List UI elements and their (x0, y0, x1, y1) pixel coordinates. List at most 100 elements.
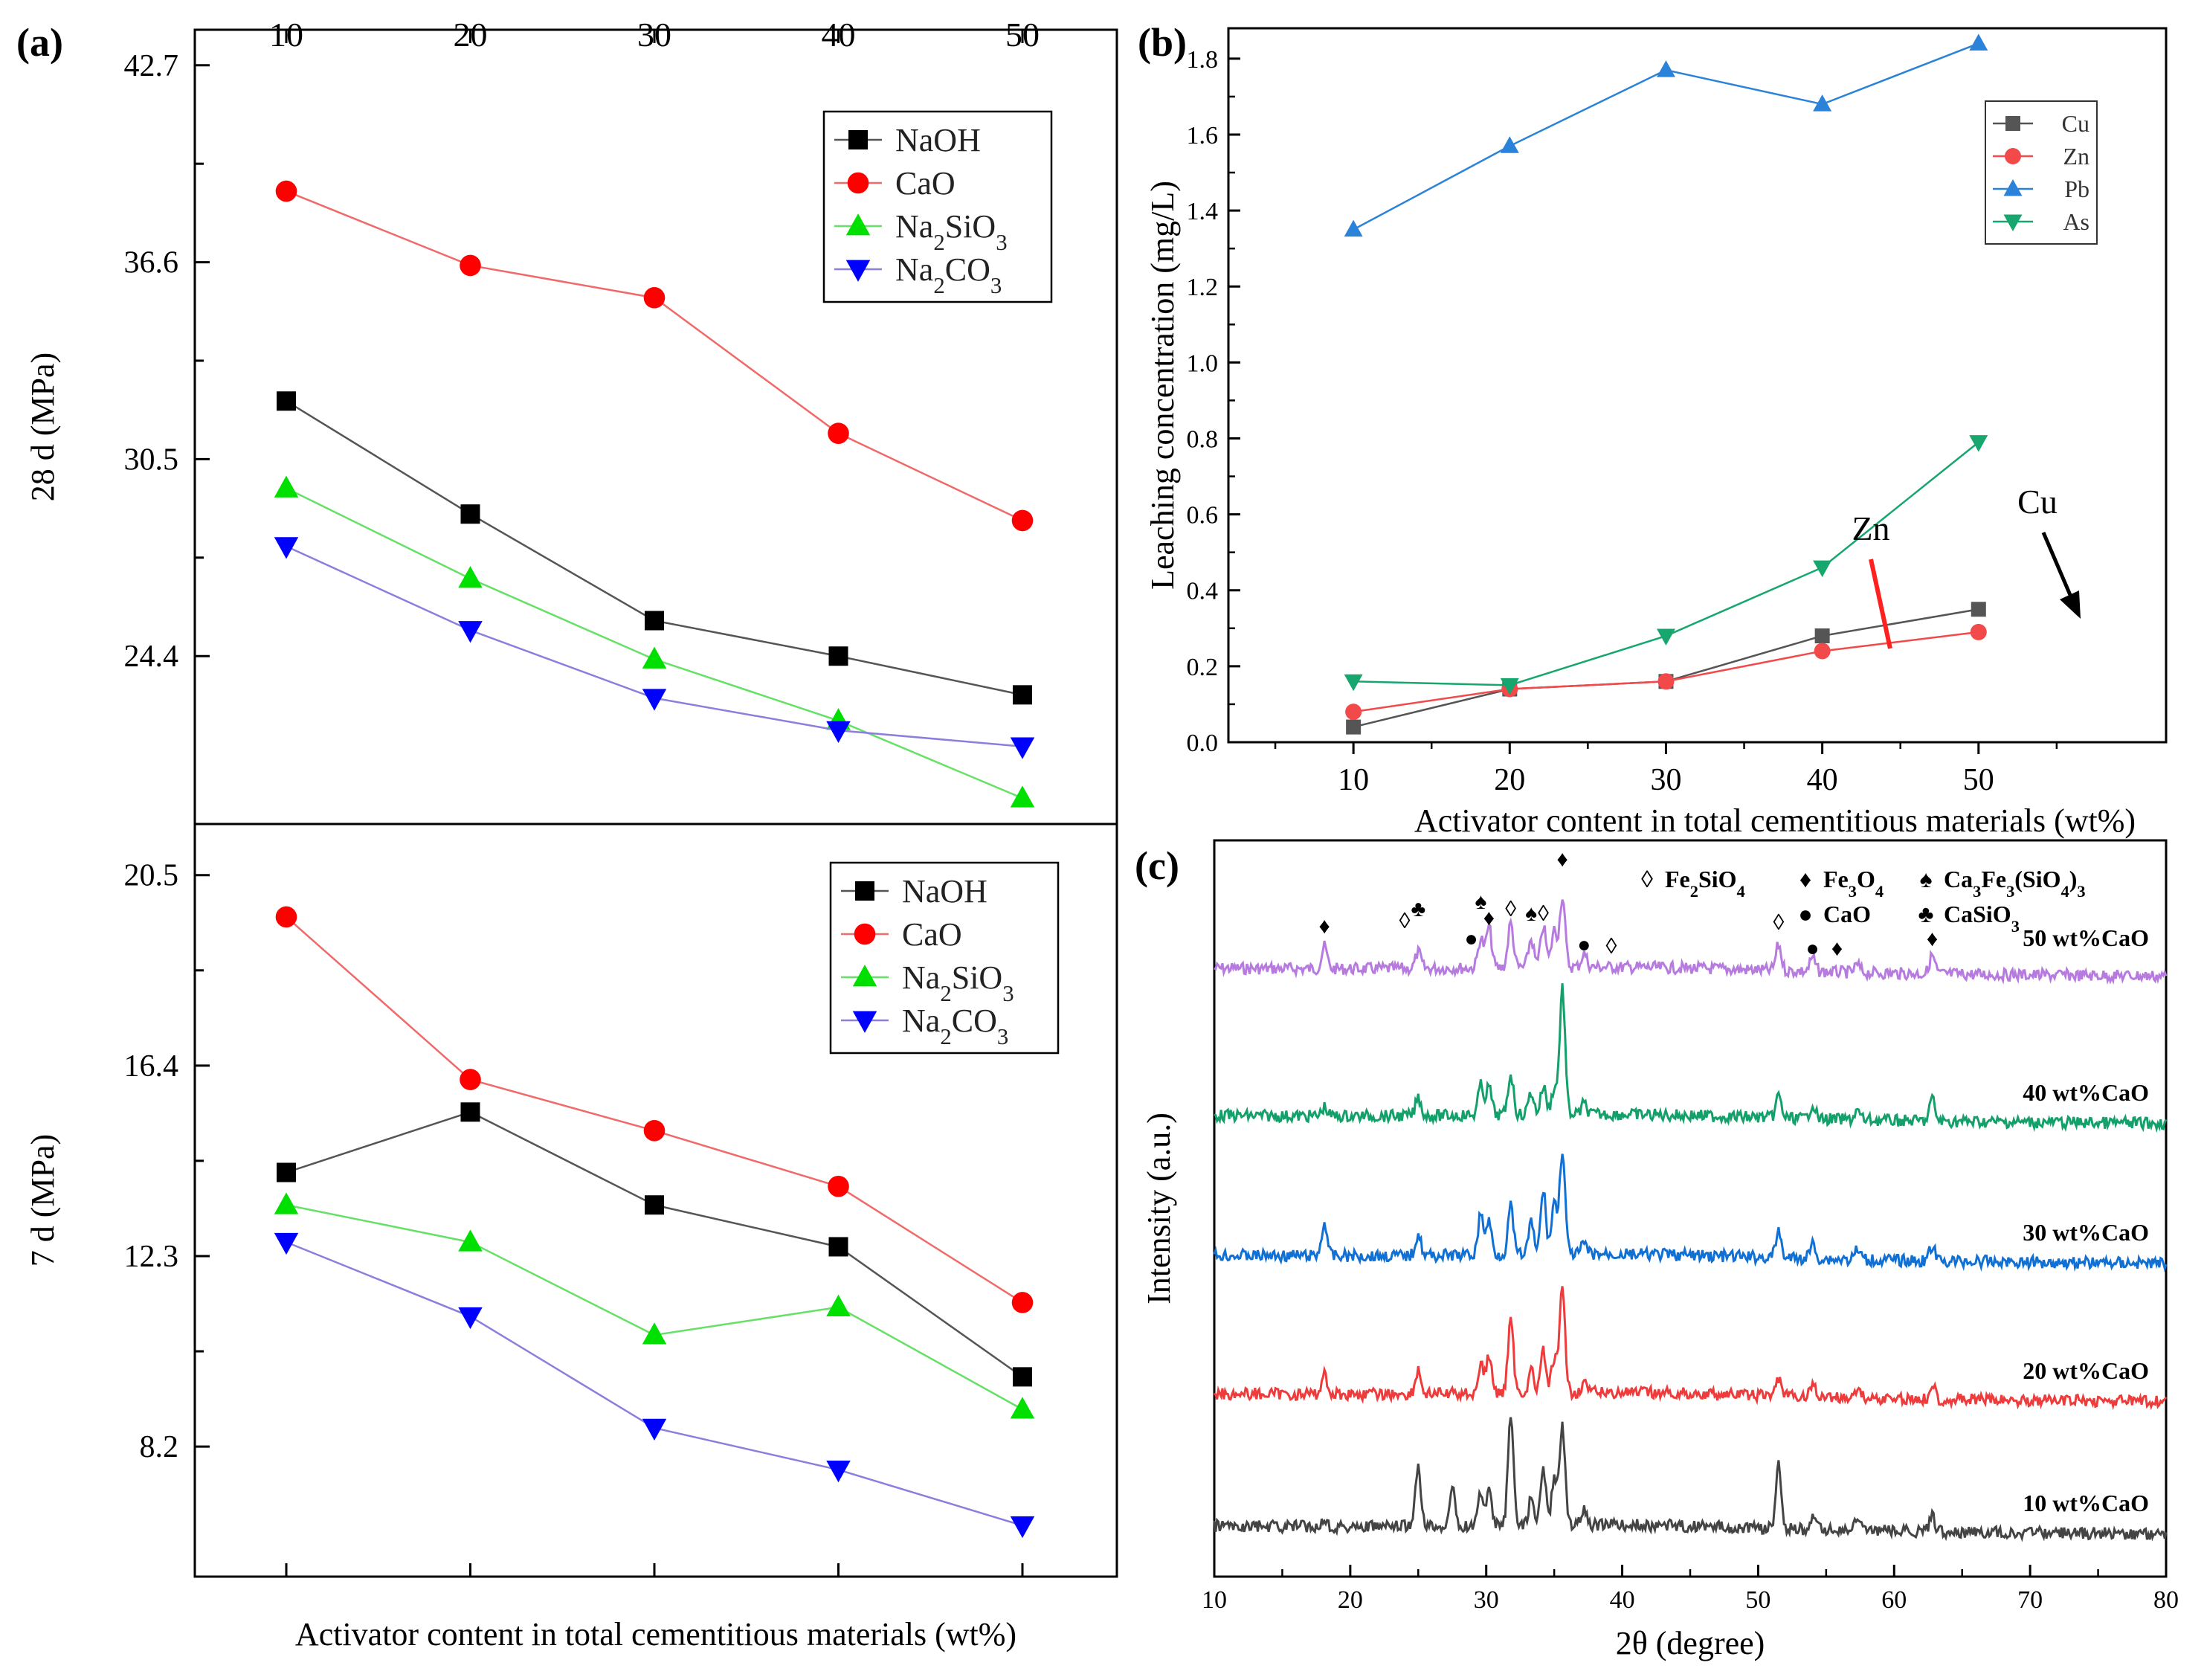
c-series-label: 30 wt%CaO (2023, 1219, 2149, 1246)
c-peak-marker: ♣ (1411, 897, 1425, 921)
a-point-NaOH (460, 1102, 480, 1122)
panel-a: 10 20 30 40 50 24.4 30.5 36.6 42.7 28 d (MPa) NaO… (25, 16, 1118, 1652)
a-point-CaO (275, 180, 297, 202)
b-legend-marker (2003, 214, 2023, 231)
b-point-Cu (1814, 628, 1830, 644)
a-y-tick-label: 42.7 (124, 49, 179, 83)
a-legend-marker (847, 172, 869, 194)
c-peak-marker: ♠ (1525, 901, 1537, 926)
a-point-Na2CO3 (826, 721, 851, 743)
b-legend-label: Pb (2064, 176, 2089, 202)
a-top-tick-label: 10 (269, 16, 303, 54)
b-point-As (1969, 435, 1988, 452)
c-peak-marker: ◊ (1773, 910, 1784, 935)
a-point-CaO (460, 254, 481, 277)
c-series-label: 40 wt%CaO (2023, 1079, 2149, 1106)
c-peak-marker: ♦ (1927, 927, 1938, 951)
b-legend-marker (2005, 116, 2020, 131)
b-legend-marker (2003, 179, 2023, 196)
c-xrd-curve-4 (1213, 1417, 2168, 1542)
a-point-Na2CO3 (1010, 1516, 1035, 1539)
c-peak-marker: ♦ (1483, 906, 1495, 930)
c-xrd-curve-1 (1214, 983, 2168, 1133)
c-series-label: 20 wt%CaO (2023, 1357, 2149, 1384)
c-y-axis-label: Intensity (a.u.) (1141, 1113, 1177, 1304)
b-y-tick-label: 0.4 (1187, 578, 1219, 605)
a-point-Na2SiO3 (458, 566, 483, 588)
b-point-Pb (1969, 33, 1988, 51)
a-legend-marker (848, 130, 868, 149)
c-peak-marker: ♠ (1475, 889, 1486, 914)
c-xrd-curve-3 (1213, 1286, 2168, 1411)
c-series-label: 50 wt%CaO (2023, 924, 2149, 951)
a-point-Na2CO3 (642, 1418, 667, 1441)
b-annotations: Zn Cu (1852, 483, 2081, 649)
a-y-tick-label: 12.3 (124, 1240, 179, 1274)
b-x-tick-label: 50 (1963, 763, 1994, 797)
b-point-Pb (1500, 136, 1519, 153)
a-point-Na2CO3 (458, 621, 483, 643)
b-y-axis-label: Leaching concentration (mg/L) (1144, 181, 1181, 590)
panel-b-frame (1227, 27, 2168, 744)
c-x-tick-label: 40 (1610, 1586, 1635, 1614)
c-series-label: 10 wt%CaO (2023, 1490, 2149, 1516)
a-point-Na2SiO3 (274, 475, 299, 498)
panel-label-b: (b) (1138, 20, 1187, 65)
b-point-Cu (1346, 719, 1362, 735)
b-y-tick-label: 1.2 (1187, 274, 1219, 301)
a-point-NaOH (828, 646, 848, 666)
a-point-CaO (275, 906, 297, 928)
b-point-Pb (1656, 60, 1675, 77)
b-point-As (1813, 560, 1832, 578)
a-point-Na2CO3 (826, 1460, 851, 1483)
c-x-tick-label: 70 (2017, 1586, 2043, 1614)
b-point-Zn (1970, 623, 1987, 640)
b-legend-label: Zn (2063, 143, 2089, 170)
b-y-tick-label: 0.6 (1187, 502, 1219, 530)
a-point-NaOH (277, 1162, 296, 1182)
b-x-tick-label: 30 (1650, 763, 1681, 797)
a-point-Na2SiO3 (826, 1294, 851, 1317)
c-legend-symbol: ● (1798, 901, 1812, 927)
panel-b: 0.0 0.2 0.4 0.6 0.8 1.0 1.2 1.4 1.6 1.8 10 20 30 40 5… (1144, 27, 2168, 839)
b-y-ticks: 0.0 0.2 0.4 0.6 0.8 1.0 1.2 1.4 1.6 1.8 (1187, 46, 1240, 757)
a-legend-label: CaO (902, 916, 962, 953)
a-legend-marker (852, 1011, 877, 1033)
b-y-tick-label: 0.8 (1187, 425, 1219, 453)
a-y-axis-label: 28 d (MPa) (25, 353, 61, 501)
c-peak-marker: ♦ (1831, 936, 1843, 961)
a-point-CaO (643, 1119, 666, 1142)
b-y-tick-label: 1.4 (1187, 198, 1219, 225)
a-point-Na2SiO3 (274, 1192, 299, 1214)
b-x-ticks: 10 20 30 40 50 (1274, 742, 2058, 797)
b-y-tick-label: 0.2 (1187, 654, 1219, 681)
b-point-Zn (1814, 643, 1831, 660)
a-point-NaOH (645, 1195, 664, 1215)
c-peak-marker: ● (1465, 927, 1478, 951)
b-x-tick-label: 40 (1807, 763, 1838, 797)
c-peak-marker: ◊ (1606, 934, 1617, 959)
a-point-Na2SiO3 (458, 1229, 483, 1252)
a-legend-marker (854, 923, 876, 945)
a-point-NaOH (1013, 1367, 1032, 1387)
a-legend-marker (845, 260, 871, 282)
a-point-Na2CO3 (274, 1232, 299, 1255)
b-annotation-zn: Zn (1852, 509, 1889, 547)
c-x-tick-label: 80 (2153, 1586, 2179, 1614)
b-legend-label: Cu (2062, 110, 2089, 137)
b-legend-box (1985, 100, 2098, 245)
b-point-Pb (1813, 94, 1832, 112)
b-annotation-cu-arrow (2041, 532, 2072, 596)
a-legend-label: CaO (895, 165, 956, 202)
c-legend-symbol: ◊ (1641, 866, 1653, 892)
b-legend: Cu Zn Pb As (1985, 100, 2098, 245)
c-legend-symbol: ♣ (1918, 901, 1934, 927)
c-x-tick-label: 60 (1881, 1586, 1907, 1614)
a-point-NaOH (1013, 685, 1032, 705)
b-point-As (1344, 674, 1363, 692)
a-legend-label: NaOH (902, 873, 987, 910)
b-x-tick-label: 20 (1494, 763, 1525, 797)
a-point-NaOH (645, 611, 664, 631)
a-point-CaO (828, 1175, 849, 1197)
